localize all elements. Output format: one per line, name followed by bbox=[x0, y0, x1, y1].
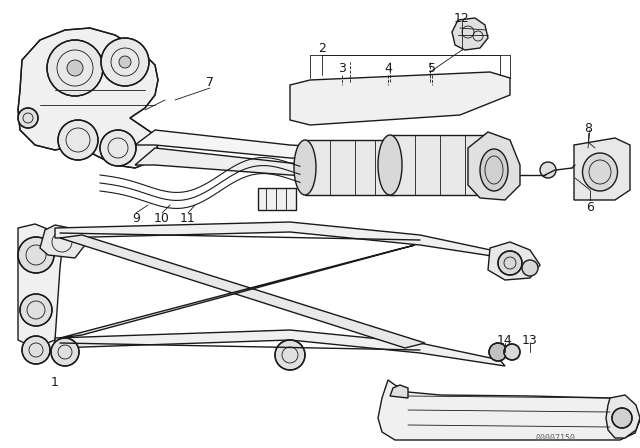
Ellipse shape bbox=[378, 135, 402, 195]
Circle shape bbox=[119, 56, 131, 68]
Polygon shape bbox=[18, 224, 62, 348]
Polygon shape bbox=[452, 18, 488, 50]
Polygon shape bbox=[606, 395, 640, 438]
Circle shape bbox=[612, 408, 632, 428]
Circle shape bbox=[489, 343, 507, 361]
Circle shape bbox=[20, 294, 52, 326]
Polygon shape bbox=[135, 130, 450, 162]
Text: 1: 1 bbox=[51, 375, 59, 388]
Circle shape bbox=[522, 260, 538, 276]
Text: 6: 6 bbox=[586, 201, 594, 214]
Text: 11: 11 bbox=[180, 211, 196, 224]
Polygon shape bbox=[55, 330, 505, 366]
Circle shape bbox=[67, 60, 83, 76]
Circle shape bbox=[540, 162, 556, 178]
Text: 13: 13 bbox=[522, 333, 538, 346]
Circle shape bbox=[58, 120, 98, 160]
Text: 5: 5 bbox=[428, 61, 436, 74]
Text: 8: 8 bbox=[584, 121, 592, 134]
Ellipse shape bbox=[582, 153, 618, 191]
Polygon shape bbox=[390, 385, 408, 398]
Text: 12: 12 bbox=[454, 12, 470, 25]
Circle shape bbox=[22, 336, 50, 364]
Polygon shape bbox=[40, 225, 85, 258]
Ellipse shape bbox=[478, 135, 502, 195]
Circle shape bbox=[100, 130, 136, 166]
Polygon shape bbox=[574, 138, 630, 200]
Text: 4: 4 bbox=[384, 61, 392, 74]
Circle shape bbox=[18, 108, 38, 128]
Text: 9: 9 bbox=[132, 211, 140, 224]
Polygon shape bbox=[55, 222, 505, 258]
Polygon shape bbox=[60, 245, 415, 338]
Ellipse shape bbox=[384, 140, 406, 195]
Polygon shape bbox=[60, 235, 425, 348]
Polygon shape bbox=[468, 132, 520, 200]
Circle shape bbox=[498, 251, 522, 275]
Polygon shape bbox=[488, 242, 540, 280]
Circle shape bbox=[101, 38, 149, 86]
Bar bbox=[305, 140, 395, 195]
Ellipse shape bbox=[294, 140, 316, 195]
Circle shape bbox=[18, 237, 54, 273]
Polygon shape bbox=[135, 148, 448, 182]
Polygon shape bbox=[290, 72, 510, 125]
Bar bbox=[258, 188, 296, 210]
Circle shape bbox=[51, 338, 79, 366]
Text: 2: 2 bbox=[318, 42, 326, 55]
Polygon shape bbox=[18, 28, 158, 168]
Text: 3: 3 bbox=[338, 61, 346, 74]
Polygon shape bbox=[378, 380, 640, 440]
Circle shape bbox=[504, 344, 520, 360]
Text: 00007150: 00007150 bbox=[535, 434, 575, 443]
Bar bbox=[390, 135, 490, 195]
Circle shape bbox=[275, 340, 305, 370]
Text: 14: 14 bbox=[497, 333, 513, 346]
Text: 7: 7 bbox=[206, 76, 214, 89]
Circle shape bbox=[47, 40, 103, 96]
Ellipse shape bbox=[480, 149, 508, 191]
Text: 10: 10 bbox=[154, 211, 170, 224]
